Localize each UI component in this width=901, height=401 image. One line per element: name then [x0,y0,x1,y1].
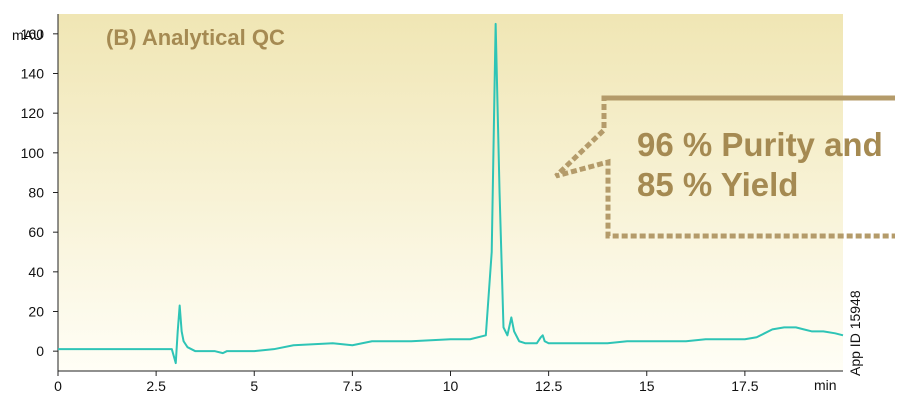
y-axis-label: mAU [12,27,43,43]
app-id-label: App ID 15948 [847,290,863,376]
x-tick-label: 2.5 [146,378,166,394]
x-tick-label: 17.5 [731,378,758,394]
x-tick-label: 0 [54,378,62,394]
y-tick-label: 160 [21,26,45,42]
plot-background [58,14,843,371]
chromatogram-trace [58,22,844,365]
y-tick-label: 60 [28,224,44,240]
x-tick-label: 7.5 [343,378,363,394]
y-tick-label: 0 [36,343,44,359]
y-tick-label: 80 [28,185,44,201]
y-tick-label: 140 [21,66,45,82]
x-tick-label: 15 [639,378,655,394]
y-tick-label: 20 [28,304,44,320]
panel-title: (B) Analytical QC [106,25,285,50]
y-tick-label: 120 [21,105,45,121]
y-tick-label: 100 [21,145,45,161]
x-tick-label: 5 [250,378,258,394]
callout-line-1: 96 % Purity and [637,126,883,163]
callout-line-2: 85 % Yield [637,166,798,203]
x-axis-label: min [814,377,837,393]
callout-box: 96 % Purity and 85 % Yield [554,95,895,239]
x-tick-label: 12.5 [535,378,562,394]
x-tick-label: 10 [443,378,459,394]
y-tick-label: 40 [28,264,44,280]
